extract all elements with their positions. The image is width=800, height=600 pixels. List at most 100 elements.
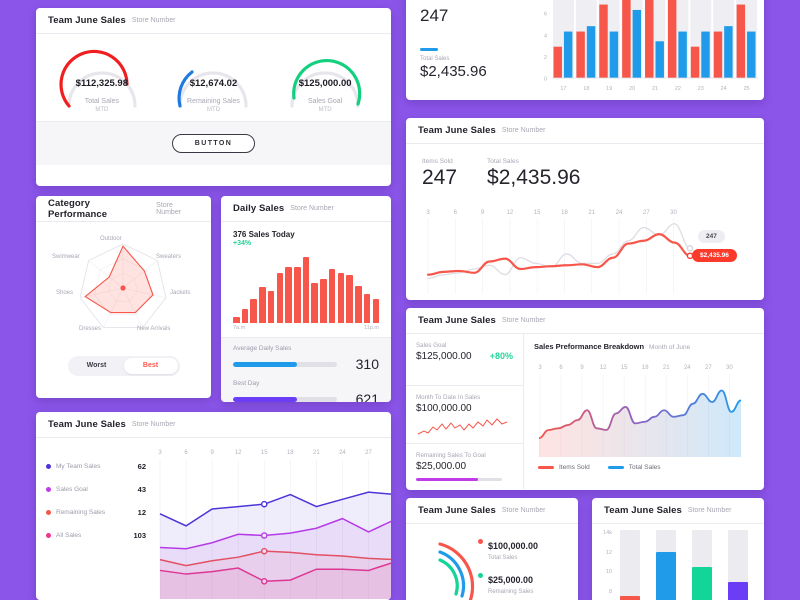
card-header: Daily Sales Store Number bbox=[221, 196, 391, 222]
gauge-arc-icon bbox=[59, 49, 137, 108]
daily-metrics: Average Daily Sales 310 Best Day 621 bbox=[221, 337, 391, 402]
radar-chart-svg bbox=[79, 243, 167, 329]
radar-label-new-arrivals: New Arrivals bbox=[137, 326, 171, 332]
metric-progress-track bbox=[233, 396, 337, 402]
toggle-option-worst[interactable]: Worst bbox=[86, 362, 107, 369]
bar bbox=[724, 26, 733, 78]
gauge-value: $12,674.02 bbox=[189, 78, 238, 89]
bar bbox=[346, 275, 353, 323]
radar-label-shoes: Shoes bbox=[56, 290, 74, 296]
columns-bars bbox=[612, 530, 756, 600]
legend-item-total-sales: Total Sales bbox=[607, 464, 661, 471]
x-tick: 3 bbox=[538, 365, 542, 371]
card-footer: BUTTON bbox=[36, 121, 391, 165]
top-bar-chart-svg: 0246810171819202122232425 bbox=[544, 0, 758, 92]
bar bbox=[678, 31, 687, 78]
legend-label: Items Sold bbox=[559, 464, 590, 471]
gauge-period: MTD bbox=[95, 107, 109, 113]
bar bbox=[259, 287, 266, 323]
area-fill bbox=[160, 518, 391, 599]
toggle-option-best[interactable]: Best bbox=[123, 358, 178, 374]
gauge-label: Total Sales bbox=[84, 98, 119, 105]
bar bbox=[553, 46, 562, 78]
metric-best-day: Best Day 621 bbox=[233, 380, 379, 402]
worst-best-toggle[interactable]: Worst Best bbox=[67, 356, 180, 376]
badge-items-sold: 247 bbox=[698, 230, 725, 243]
area-line bbox=[538, 389, 742, 440]
radar-chart: Outdoor Sweaters Jackets New Arrivals Dr… bbox=[36, 222, 211, 352]
bar bbox=[311, 283, 318, 323]
x-tick: 24 bbox=[684, 365, 691, 371]
metric-value: 310 bbox=[355, 356, 379, 372]
gauge-arc-icon bbox=[177, 70, 249, 108]
x-tick: 25 bbox=[743, 86, 749, 92]
column-track bbox=[620, 530, 640, 600]
metric-value: $100,000.00 bbox=[416, 403, 472, 414]
daily-headline-block: 376 Sales Today +34% bbox=[221, 222, 391, 247]
gauge-total-sales: $112,325.98 Total Sales MTD bbox=[53, 48, 151, 113]
topbars-summary: 247 Total Sales $2,435.96 bbox=[420, 6, 530, 80]
bar bbox=[355, 286, 362, 323]
legend-item-items-sold: Items Sold bbox=[538, 464, 590, 471]
bar bbox=[667, 0, 677, 78]
bar bbox=[294, 267, 301, 323]
x-tick: 6 bbox=[454, 210, 458, 216]
x-tick: 6 bbox=[184, 450, 188, 456]
total-sales-legend-dash-icon bbox=[420, 48, 438, 51]
bar bbox=[690, 46, 700, 78]
legend-label: Remaining Sales bbox=[488, 589, 534, 595]
x-tick: 9 bbox=[481, 210, 485, 216]
bar bbox=[620, 596, 640, 600]
bar bbox=[372, 299, 380, 323]
card-team-june-sales-columns: Team June Sales Store Number 14k 12 10 8… bbox=[592, 498, 764, 600]
y-tick: 12 bbox=[605, 549, 612, 556]
bar bbox=[563, 31, 573, 78]
action-button[interactable]: BUTTON bbox=[171, 134, 256, 153]
badge-total-sales: $2,435.96 bbox=[692, 249, 737, 262]
x-tick: 24 bbox=[339, 450, 346, 456]
card-items-sold-line: Team June Sales Store Number Items Sold … bbox=[406, 118, 764, 300]
breakdown-chart-title: Sales Preformance Breakdown bbox=[534, 342, 645, 351]
card-team-june-sales-donut: Team June Sales Store Number $100,000.00… bbox=[406, 498, 578, 600]
bar bbox=[233, 316, 240, 323]
area-legend: My Team Sales 62 Sales Goal 43 Remaining… bbox=[36, 438, 146, 599]
bar bbox=[363, 294, 371, 323]
legend-dot-icon bbox=[46, 487, 51, 492]
legend-label: Remaining Sales bbox=[56, 509, 106, 516]
donut-legend-item: $25,000.00 Remaining Sales bbox=[478, 570, 538, 595]
legend-dot-icon bbox=[46, 533, 51, 538]
card-title: Team June Sales bbox=[48, 419, 126, 430]
legend-label: All Sales bbox=[56, 532, 82, 539]
radar-label-outdoor: Outdoor bbox=[100, 236, 122, 242]
metric-label: Sales Goal bbox=[416, 342, 447, 349]
bar bbox=[276, 273, 284, 323]
axis-end-label: 11p.m bbox=[364, 325, 379, 331]
daily-axis: 7a.m 11p.m bbox=[221, 323, 391, 331]
x-tick: 30 bbox=[670, 210, 677, 216]
x-tick: 18 bbox=[642, 365, 649, 371]
legend-value: 43 bbox=[137, 485, 146, 494]
area-fill bbox=[160, 551, 391, 599]
x-tick: 30 bbox=[726, 365, 733, 371]
gauge-value: $125,000.00 bbox=[298, 78, 352, 89]
card-title: Category Performance bbox=[48, 197, 108, 220]
card-daily-sales: Daily Sales Store Number 376 Sales Today… bbox=[221, 196, 391, 402]
data-point-marker bbox=[260, 577, 268, 585]
card-subtitle: Store Number bbox=[687, 507, 732, 514]
x-tick: 21 bbox=[313, 450, 320, 456]
donut-arcs-svg bbox=[438, 542, 475, 600]
radar-label-swimwear: Swimwear bbox=[52, 254, 80, 260]
area-line bbox=[159, 562, 391, 583]
legend-label: Total Sales bbox=[628, 464, 661, 471]
y-tick: 0 bbox=[544, 77, 547, 83]
legend-item: All Sales 103 bbox=[46, 531, 146, 540]
card-title: Team June Sales bbox=[604, 505, 682, 516]
card-team-june-sales-gauges: Team June Sales Store Number $112,325.98… bbox=[36, 8, 391, 186]
area-line bbox=[159, 550, 391, 567]
total-sales-value: $2,435.96 bbox=[420, 62, 487, 80]
x-tick: 24 bbox=[721, 86, 727, 92]
column-track bbox=[728, 530, 748, 600]
card-header: Team June Sales Store Number bbox=[406, 118, 764, 144]
card-subtitle: Store Number bbox=[501, 127, 546, 134]
bar bbox=[728, 581, 748, 600]
